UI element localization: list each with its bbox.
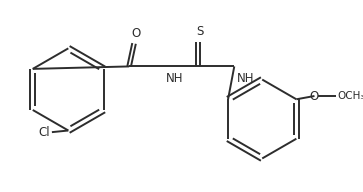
Text: O: O (310, 89, 319, 103)
Text: S: S (196, 26, 204, 38)
Text: OCH₃: OCH₃ (338, 91, 363, 101)
Text: NH: NH (237, 72, 254, 85)
Text: O: O (131, 27, 140, 40)
Text: NH: NH (166, 72, 184, 85)
Text: Cl: Cl (38, 126, 50, 139)
